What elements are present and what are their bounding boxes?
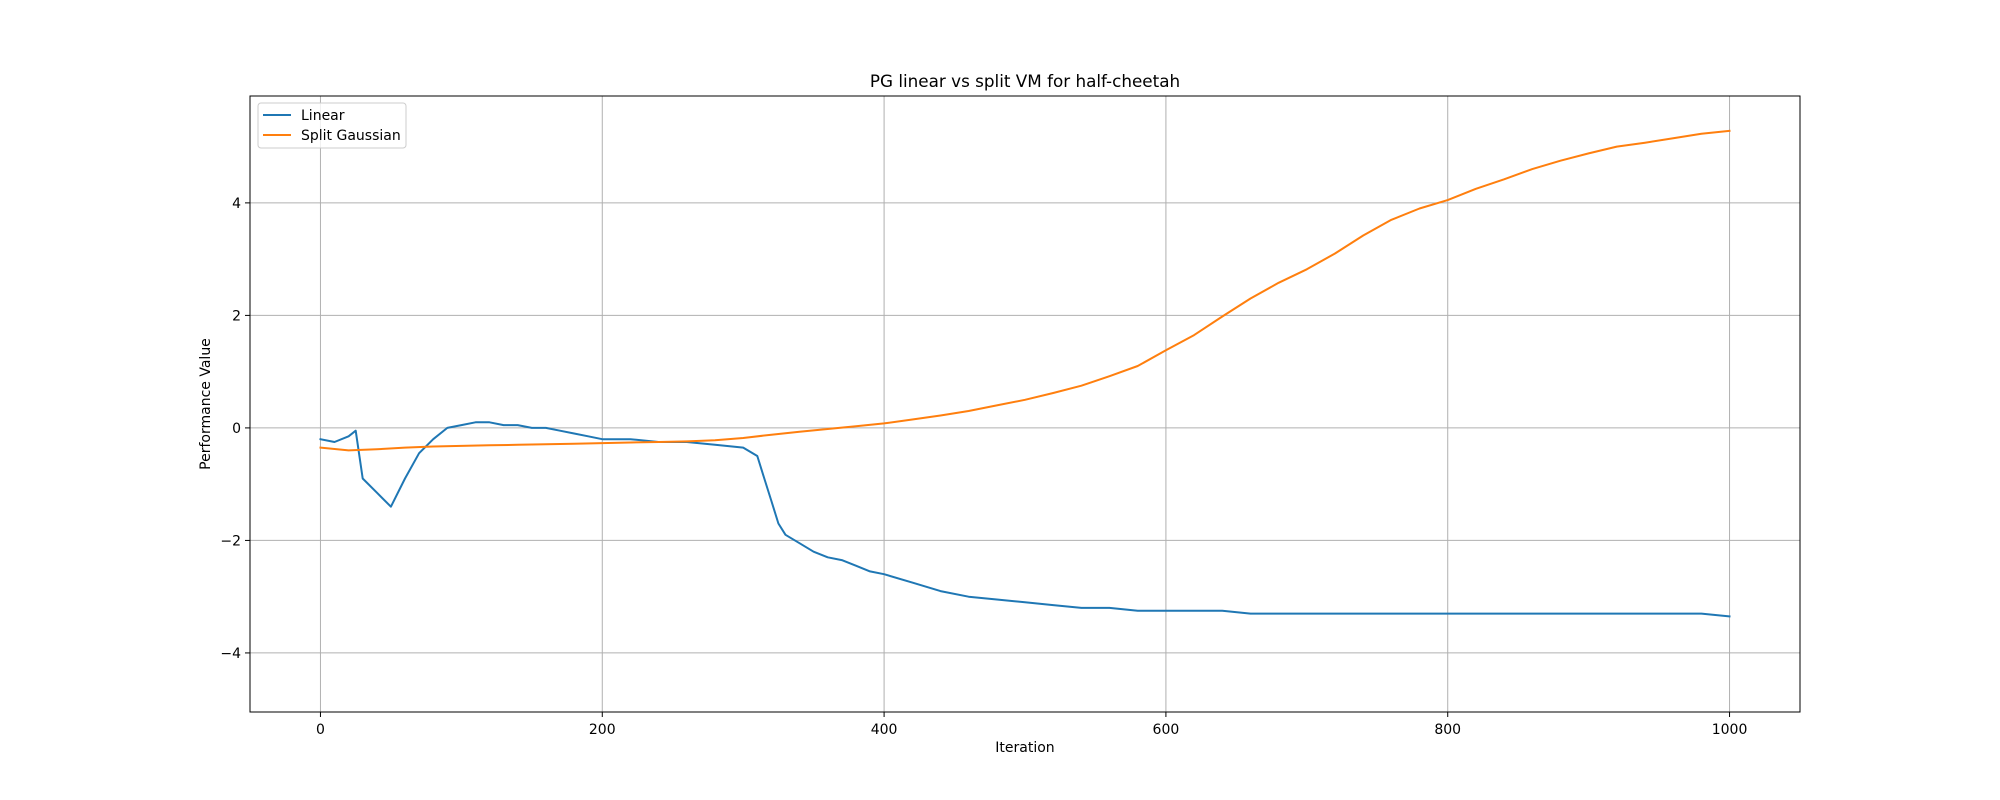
- y-tick-label: −2: [220, 533, 241, 549]
- axes-frame: [249, 95, 1801, 713]
- x-tick-label: 600: [1153, 722, 1180, 738]
- x-tick-label: 400: [871, 722, 898, 738]
- grid-lines: [250, 96, 1800, 712]
- x-tick-label: 800: [1434, 722, 1461, 738]
- legend-label-split-gaussian: Split Gaussian: [301, 128, 401, 144]
- y-axis-label: Performance Value: [198, 338, 214, 470]
- y-tick-label: −4: [220, 646, 241, 662]
- legend: Linear Split Gaussian: [257, 102, 407, 149]
- y-tick-label: 0: [232, 421, 241, 437]
- axis-ticks: 0 200 400 600 800 1000 −4 −2 0 2 4: [220, 196, 1747, 738]
- legend-label-linear: Linear: [301, 108, 345, 124]
- chart-title: PG linear vs split VM for half-cheetah: [870, 71, 1180, 91]
- y-tick-label: 4: [232, 196, 241, 212]
- x-tick-label: 1000: [1712, 722, 1748, 738]
- series-line-linear: [319, 421, 1731, 618]
- y-tick-label: 2: [232, 308, 241, 324]
- x-axis-label: Iteration: [995, 740, 1054, 756]
- series-lines: [319, 129, 1731, 618]
- x-tick-label: 200: [589, 722, 616, 738]
- series-line-split-gaussian: [319, 129, 1731, 452]
- legend-box: [257, 102, 407, 149]
- x-tick-label: 0: [316, 722, 325, 738]
